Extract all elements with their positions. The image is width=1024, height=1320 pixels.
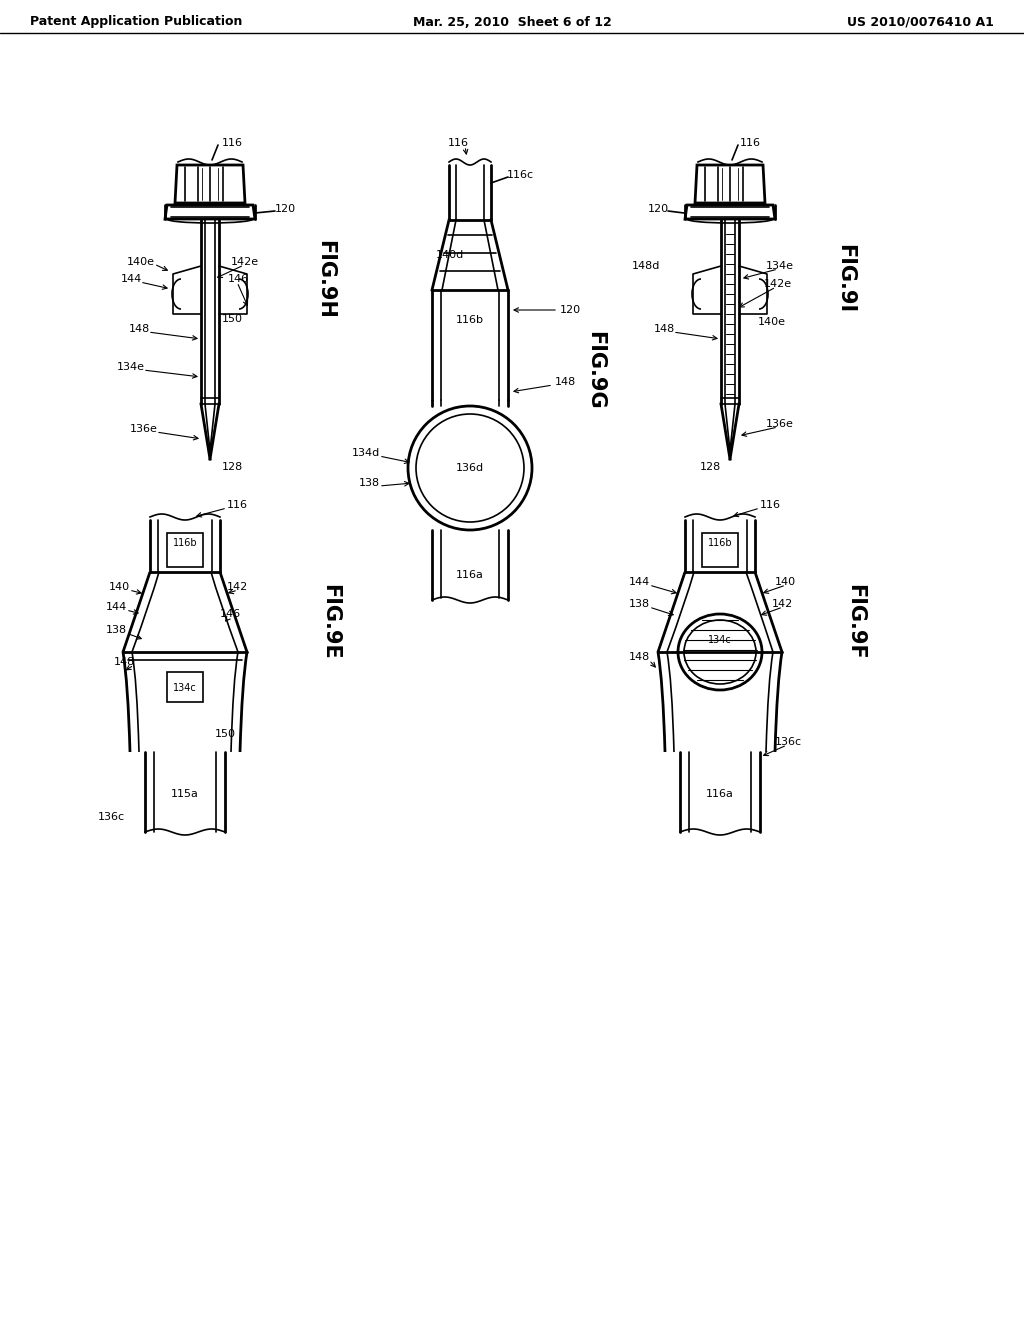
Text: 120: 120: [647, 205, 669, 214]
Bar: [167, 672, 203, 702]
Text: 134d: 134d: [352, 447, 380, 458]
Text: 116c: 116c: [507, 170, 534, 180]
Text: 115a: 115a: [171, 789, 199, 799]
Text: 134c: 134c: [173, 682, 197, 693]
Text: 148: 148: [629, 652, 650, 663]
Text: 144: 144: [121, 275, 142, 284]
Text: FIG.9E: FIG.9E: [319, 585, 340, 660]
Text: 116: 116: [447, 139, 469, 148]
Text: 116: 116: [739, 139, 761, 148]
Text: 148: 148: [114, 657, 135, 667]
Text: 146: 146: [219, 609, 241, 619]
Text: 136e: 136e: [130, 424, 158, 434]
Text: 150: 150: [221, 314, 243, 323]
Text: 116b: 116b: [456, 315, 484, 325]
Text: 142: 142: [226, 582, 248, 591]
Text: 146: 146: [227, 275, 249, 284]
Text: 150: 150: [214, 729, 236, 739]
Bar: [702, 533, 738, 568]
Text: 142e: 142e: [764, 279, 792, 289]
Text: 116b: 116b: [173, 539, 198, 548]
Text: 142: 142: [771, 599, 793, 609]
Text: FIG.9F: FIG.9F: [845, 585, 865, 660]
Text: FIG.9H: FIG.9H: [315, 239, 335, 318]
Text: 134e: 134e: [766, 261, 794, 271]
Text: 140: 140: [774, 577, 796, 587]
Text: 116b: 116b: [708, 539, 732, 548]
Text: 116a: 116a: [707, 789, 734, 799]
Text: FIG.9I: FIG.9I: [835, 244, 855, 314]
Text: 136e: 136e: [766, 418, 794, 429]
Text: Patent Application Publication: Patent Application Publication: [30, 16, 243, 29]
Text: 148: 148: [129, 323, 150, 334]
Text: 116: 116: [226, 500, 248, 510]
Text: 140e: 140e: [758, 317, 786, 327]
Text: Mar. 25, 2010  Sheet 6 of 12: Mar. 25, 2010 Sheet 6 of 12: [413, 16, 611, 29]
Text: 148: 148: [653, 323, 675, 334]
Text: 136c: 136c: [774, 737, 802, 747]
Text: 134e: 134e: [117, 362, 145, 372]
Text: 140d: 140d: [436, 249, 464, 260]
Text: 144: 144: [629, 577, 650, 587]
Text: 138: 138: [629, 599, 650, 609]
Text: 116: 116: [760, 500, 780, 510]
Text: 138: 138: [358, 478, 380, 488]
Text: 140e: 140e: [127, 257, 155, 267]
Text: 134c: 134c: [709, 635, 732, 645]
Text: 136d: 136d: [456, 463, 484, 473]
Text: 138: 138: [105, 624, 127, 635]
Text: US 2010/0076410 A1: US 2010/0076410 A1: [847, 16, 994, 29]
Text: 128: 128: [699, 462, 721, 473]
Text: 136c: 136c: [98, 812, 125, 822]
Text: 142e: 142e: [231, 257, 259, 267]
Text: 140: 140: [109, 582, 130, 591]
Bar: [167, 533, 203, 568]
Text: 116a: 116a: [456, 570, 484, 579]
Text: 120: 120: [559, 305, 581, 315]
Text: 148: 148: [554, 378, 575, 387]
Text: 116: 116: [221, 139, 243, 148]
Text: 144: 144: [105, 602, 127, 612]
Text: FIG.9G: FIG.9G: [585, 331, 605, 409]
Text: 128: 128: [221, 462, 243, 473]
Text: 120: 120: [274, 205, 296, 214]
Text: 148d: 148d: [632, 261, 660, 271]
